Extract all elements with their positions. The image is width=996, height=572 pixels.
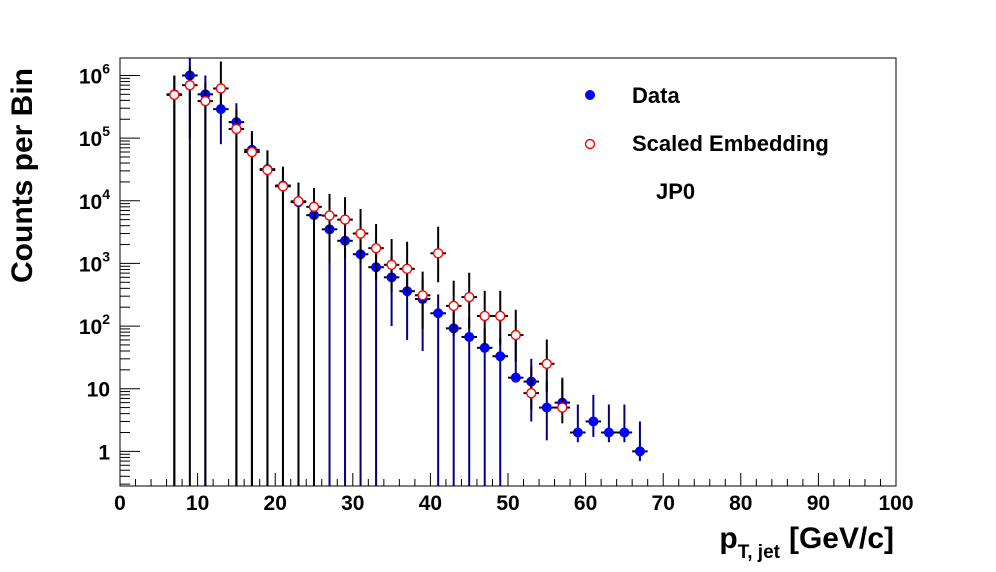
y-tick-label-base: 10 [79, 65, 102, 88]
x-tick-label: 90 [807, 492, 830, 515]
y-tick-label-exponent: 2 [102, 311, 110, 327]
y-axis-ticks [120, 74, 140, 485]
series-layer [166, 58, 648, 486]
y-tick-label-base: 1 [98, 441, 110, 464]
x-tick-label: 70 [652, 492, 675, 515]
embedding-point [308, 201, 320, 213]
data-point [495, 351, 506, 362]
data-point [433, 308, 444, 319]
data-point [464, 331, 475, 342]
data-point [541, 402, 552, 413]
embedding-point [324, 210, 335, 221]
embedding-point [262, 164, 273, 176]
embedding-point [184, 79, 196, 91]
embedding-point [417, 290, 428, 301]
embedding-point [293, 196, 304, 207]
embedding-point [246, 146, 258, 158]
data-point [603, 427, 614, 438]
series-scaled-embedding [166, 61, 571, 486]
embedding-point [401, 263, 413, 275]
y-tick-label: 104 [79, 186, 110, 214]
data-point [215, 104, 226, 115]
x-tick-label: 40 [419, 492, 442, 515]
embedding-point [370, 242, 382, 254]
y-tick-label-base: 10 [79, 128, 102, 151]
embedding-point [231, 123, 242, 135]
y-tick-label-base: 10 [87, 379, 110, 402]
x-tick-label: 100 [878, 492, 913, 515]
y-tick-label-base: 10 [79, 253, 102, 276]
y-tick-label-base: 10 [79, 191, 102, 214]
x-tick-label: 20 [264, 492, 287, 515]
x-axis-ticks [119, 473, 897, 486]
legend: Data Scaled Embedding JP0 [584, 83, 829, 204]
embedding-point [215, 83, 227, 94]
embedding-point [541, 358, 552, 369]
embedding-point [169, 89, 180, 101]
embedding-point [200, 95, 211, 107]
y-tick-label-exponent: 3 [102, 248, 110, 264]
data-point [588, 416, 599, 427]
x-tick-label: 80 [729, 492, 752, 515]
embedding-point [339, 214, 351, 225]
x-axis-title-symbol: p [719, 522, 737, 555]
data-point [510, 372, 521, 383]
y-tick-label: 103 [79, 248, 110, 276]
legend-label-embedding: Scaled Embedding [632, 131, 829, 156]
x-tick-label: 10 [186, 492, 209, 515]
data-point [619, 427, 630, 438]
y-tick-label: 102 [79, 311, 110, 339]
embedding-point [510, 329, 521, 341]
legend-marker-embedding [584, 138, 596, 150]
data-point [634, 446, 645, 457]
y-tick-label-base: 10 [79, 316, 102, 339]
x-tick-label: 30 [341, 492, 364, 515]
x-axis-title-units: [GeV/c] [789, 522, 894, 555]
y-tick-label-exponent: 4 [102, 186, 110, 202]
embedding-point [448, 300, 459, 312]
legend-marker-data [585, 90, 595, 100]
annotation-jp0: JP0 [656, 179, 695, 204]
y-axis-title: Counts per Bin [6, 68, 39, 283]
embedding-point [526, 387, 537, 399]
embedding-point [386, 259, 397, 271]
embedding-point [479, 310, 490, 322]
embedding-point [557, 402, 568, 413]
legend-label-data: Data [632, 83, 680, 108]
y-tick-label: 10 [87, 379, 110, 402]
embedding-point [495, 310, 506, 322]
x-tick-label: 60 [574, 492, 597, 515]
data-point [572, 427, 583, 438]
y-tick-label: 105 [79, 123, 110, 151]
y-tick-label: 106 [79, 60, 110, 88]
x-axis-tick-labels: 0 10 20 30 40 50 60 70 80 90 100 [114, 492, 913, 515]
x-axis-title-subscript: T, jet [738, 542, 781, 563]
y-tick-label: 1 [98, 441, 110, 464]
embedding-point [277, 181, 289, 192]
x-tick-label: 50 [496, 492, 519, 515]
embedding-point [355, 228, 366, 239]
embedding-point [432, 248, 444, 259]
y-tick-label-exponent: 6 [102, 60, 110, 76]
x-axis-title: pT, jet [GeV/c] [719, 522, 894, 563]
y-tick-label-exponent: 5 [102, 123, 110, 139]
embedding-point [464, 291, 475, 303]
x-tick-label: 0 [114, 492, 126, 515]
